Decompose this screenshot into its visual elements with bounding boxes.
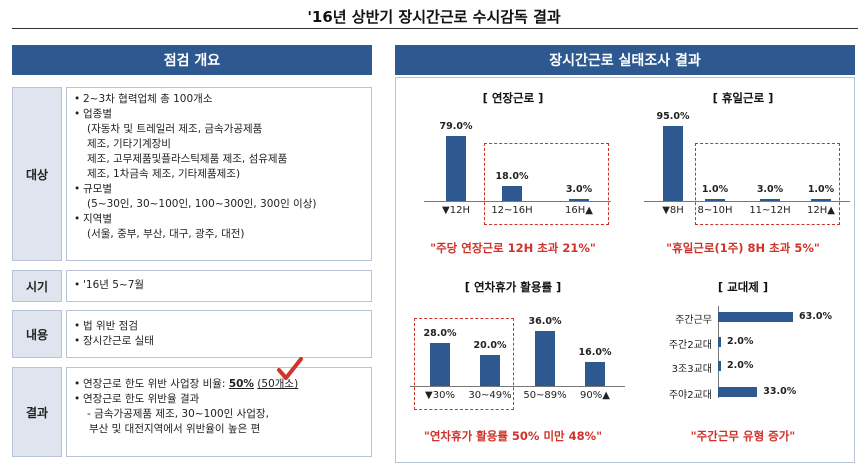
results-header: 장시간근로 실태조사 결과 bbox=[395, 45, 855, 75]
tick-label: 12~16H bbox=[491, 205, 533, 216]
data-label: 63.0% bbox=[799, 311, 832, 322]
y-axis-line bbox=[718, 306, 719, 398]
page-title: '16년 상반기 장시간근로 수시감독 결과 bbox=[307, 8, 561, 26]
target-line: 규모별 bbox=[73, 182, 365, 197]
tick-label: 주간2교대 bbox=[668, 340, 712, 351]
result-rate-value: 50% bbox=[228, 378, 254, 390]
chart-caption: "주당 연장근로 12H 초과 21%" bbox=[430, 241, 596, 255]
data-label: 18.0% bbox=[495, 171, 529, 183]
section-label-content: 내용 bbox=[12, 310, 62, 358]
tick-label: ▼30% bbox=[425, 390, 455, 401]
title-divider bbox=[12, 28, 858, 29]
target-line: 2~3차 협력업체 총 100개소 bbox=[73, 92, 365, 107]
section-label-result: 결과 bbox=[12, 367, 62, 457]
chart-title: [ 연차휴가 활용률 ] bbox=[464, 280, 562, 294]
x-axis-line bbox=[424, 201, 611, 202]
tick-label: 12H▲ bbox=[807, 205, 835, 216]
content-line: 장시간근로 실태 bbox=[73, 334, 365, 349]
target-line: 제조, 1차금속 제조, 기타제품제조) bbox=[87, 168, 241, 180]
data-label: 1.0% bbox=[701, 184, 729, 195]
chart-caption: "주간근무 유형 증가" bbox=[690, 429, 796, 443]
tick-label: 3조3교대 bbox=[671, 364, 712, 375]
overview-header: 점검 개요 bbox=[12, 45, 372, 75]
bar bbox=[535, 331, 555, 386]
result-line: 연장근로 한도 위반 사업장 비율: 50% (50개소) bbox=[73, 377, 365, 392]
bar bbox=[569, 198, 589, 201]
data-label: 33.0% bbox=[763, 386, 797, 397]
results-panel bbox=[395, 77, 855, 463]
x-axis-line bbox=[410, 386, 625, 387]
target-line: (자동차 및 트레일러 제조, 금속가공제품 bbox=[87, 123, 263, 135]
bar bbox=[760, 198, 780, 201]
bar bbox=[811, 199, 831, 201]
result-rate-count: (50개소) bbox=[257, 378, 299, 390]
data-label: 28.0% bbox=[423, 328, 457, 340]
chart-title: [ 휴일근로 ] bbox=[712, 91, 774, 105]
bar bbox=[502, 186, 522, 201]
data-label: 20.0% bbox=[473, 340, 507, 352]
period-line: '16년 5~7월 bbox=[73, 278, 365, 293]
bar bbox=[480, 355, 500, 386]
section-content-target: 2~3차 협력업체 총 100개소 업종별 (자동차 및 트레일러 제조, 금속… bbox=[66, 87, 372, 261]
content-line: 법 위반 점검 bbox=[73, 319, 365, 334]
target-line: (서울, 중부, 부산, 대구, 광주, 대전) bbox=[87, 228, 245, 240]
tick-label: 주간근무 bbox=[675, 315, 712, 326]
bar bbox=[585, 361, 605, 386]
highlight-box bbox=[484, 143, 609, 225]
data-label: 3.0% bbox=[565, 183, 593, 195]
data-label: 1.0% bbox=[807, 184, 835, 195]
chart-caption: "연차휴가 활용률 50% 미만 48%" bbox=[423, 429, 603, 443]
data-label: 2.0% bbox=[727, 336, 754, 347]
data-label: 2.0% bbox=[727, 360, 754, 371]
result-line: 연장근로 한도 위반율 결과 bbox=[73, 392, 365, 407]
section-content-period: '16년 5~7월 bbox=[66, 270, 372, 302]
tick-label: 11~12H bbox=[749, 205, 791, 216]
data-label: 79.0% bbox=[439, 121, 473, 132]
result-line: - 금속가공제품 제조, 30~100인 사업장, bbox=[87, 408, 269, 420]
section-content-content: 법 위반 점검 장시간근로 실태 bbox=[66, 310, 372, 358]
data-label: 16.0% bbox=[578, 346, 612, 358]
tick-label: 90%▲ bbox=[580, 390, 610, 401]
section-label-target: 대상 bbox=[12, 87, 62, 261]
bar bbox=[718, 387, 758, 397]
tick-label: 8~10H bbox=[697, 205, 733, 216]
section-content-result: 연장근로 한도 위반 사업장 비율: 50% (50개소) 연장근로 한도 위반… bbox=[66, 367, 372, 457]
tick-label: 50~89% bbox=[523, 390, 567, 401]
target-line: 업종별 bbox=[73, 107, 365, 122]
result-rate-text: 연장근로 한도 위반 사업장 비율: bbox=[83, 378, 226, 390]
bar bbox=[718, 361, 721, 371]
data-label: 95.0% bbox=[656, 111, 690, 122]
chart-caption: "휴일근로(1주) 8H 초과 5%" bbox=[666, 241, 820, 255]
tick-label: 주야2교대 bbox=[668, 390, 712, 401]
highlight-box bbox=[414, 318, 514, 410]
section-label-period: 시기 bbox=[12, 270, 62, 302]
target-line: (5~30인, 30~100인, 100~300인, 300인 이상) bbox=[87, 198, 317, 210]
bar bbox=[718, 312, 793, 322]
chart-title: [ 교대제 ] bbox=[717, 280, 769, 294]
red-check-mark-icon bbox=[277, 357, 303, 380]
result-line: 부산 및 대전지역에서 위반율이 높은 편 bbox=[89, 423, 261, 435]
bar bbox=[430, 343, 450, 386]
bar bbox=[718, 337, 721, 347]
bar bbox=[446, 136, 466, 201]
tick-label: 16H▲ bbox=[565, 205, 593, 216]
target-line: 지역별 bbox=[73, 212, 365, 227]
tick-label: ▼8H bbox=[662, 205, 684, 216]
data-label: 3.0% bbox=[756, 183, 784, 195]
x-axis-line bbox=[644, 201, 850, 202]
target-line: 제조, 고무제품및플라스틱제품 제조, 섬유제품 bbox=[87, 153, 288, 165]
bar bbox=[663, 126, 683, 201]
highlight-box bbox=[695, 143, 840, 225]
target-line: 제조, 기타기계장비 bbox=[87, 138, 171, 150]
data-label: 36.0% bbox=[528, 316, 562, 327]
tick-label: 30~49% bbox=[468, 390, 512, 401]
chart-title: [ 연장근로 ] bbox=[482, 91, 544, 105]
bar bbox=[705, 199, 725, 201]
tick-label: ▼12H bbox=[442, 205, 470, 216]
